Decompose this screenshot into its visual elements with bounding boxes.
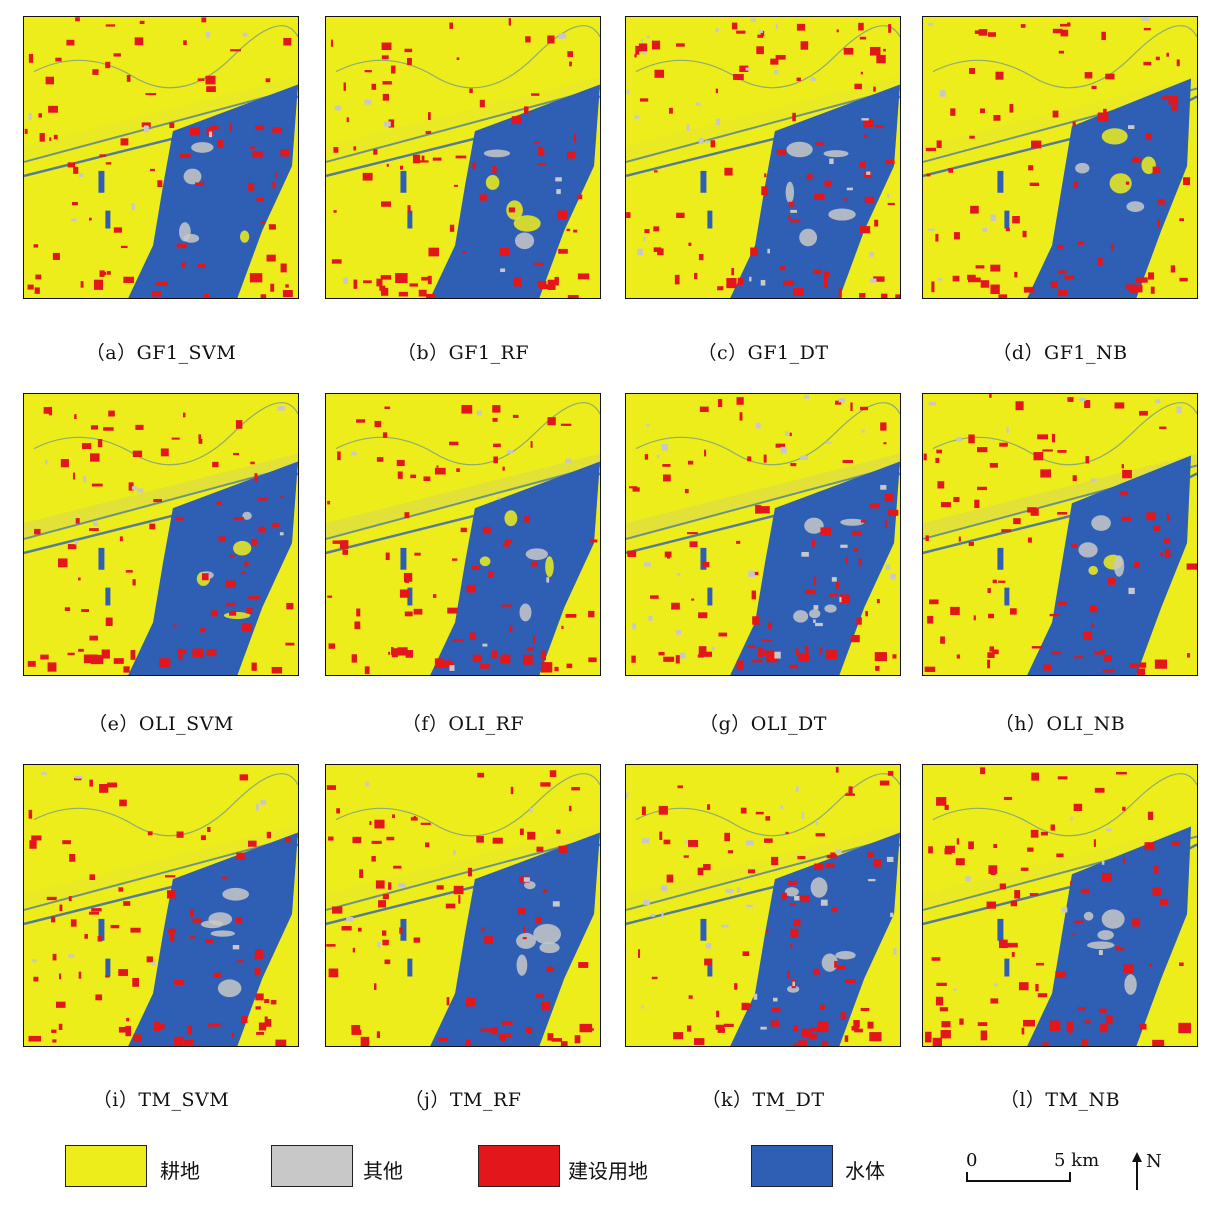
map-panel-f <box>325 393 601 676</box>
map-panel-j <box>325 764 601 1047</box>
map-panel-k <box>625 764 901 1047</box>
panel-caption-k: （k）TM_DT <box>701 1089 825 1111</box>
legend-swatch-other <box>271 1145 353 1187</box>
map-panel-a <box>23 16 299 299</box>
map-panel-b <box>325 16 601 299</box>
map-panel-h <box>922 393 1198 676</box>
map-panel-d <box>922 16 1198 299</box>
panel-caption-c: （c）GF1_DT <box>697 342 829 364</box>
panel-caption-b: （b）GF1_RF <box>396 342 530 364</box>
panel-caption-f: （f）OLI_RF <box>401 713 525 735</box>
scale-bar-zero: 0 <box>966 1150 978 1171</box>
legend-swatch-cropland <box>65 1145 147 1187</box>
map-panel-l <box>922 764 1198 1047</box>
legend-label-water: 水体 <box>845 1159 885 1183</box>
map-panel-i <box>23 764 299 1047</box>
panel-caption-g: （g）OLI_DT <box>699 713 827 735</box>
scale-bar <box>966 1172 1071 1182</box>
panel-caption-i: （i）TM_SVM <box>92 1089 230 1111</box>
legend-label-other: 其他 <box>363 1159 403 1183</box>
legend-swatch-water <box>751 1145 833 1187</box>
map-panel-g <box>625 393 901 676</box>
legend-label-cropland: 耕地 <box>160 1159 200 1183</box>
north-arrow-icon <box>1132 1152 1142 1190</box>
panel-caption-l: （l）TM_NB <box>999 1089 1121 1111</box>
panel-caption-a: （a）GF1_SVM <box>85 342 237 364</box>
panel-caption-e: （e）OLI_SVM <box>88 713 234 735</box>
map-panel-e <box>23 393 299 676</box>
panel-caption-d: （d）GF1_NB <box>992 342 1128 364</box>
panel-caption-j: （j）TM_RF <box>404 1089 522 1111</box>
panel-caption-h: （h）OLI_NB <box>994 713 1126 735</box>
scale-bar-end: 5 km <box>1054 1150 1100 1171</box>
map-panel-c <box>625 16 901 299</box>
legend-label-built: 建设用地 <box>568 1159 648 1183</box>
north-label: N <box>1146 1151 1162 1172</box>
legend-swatch-built <box>478 1145 560 1187</box>
